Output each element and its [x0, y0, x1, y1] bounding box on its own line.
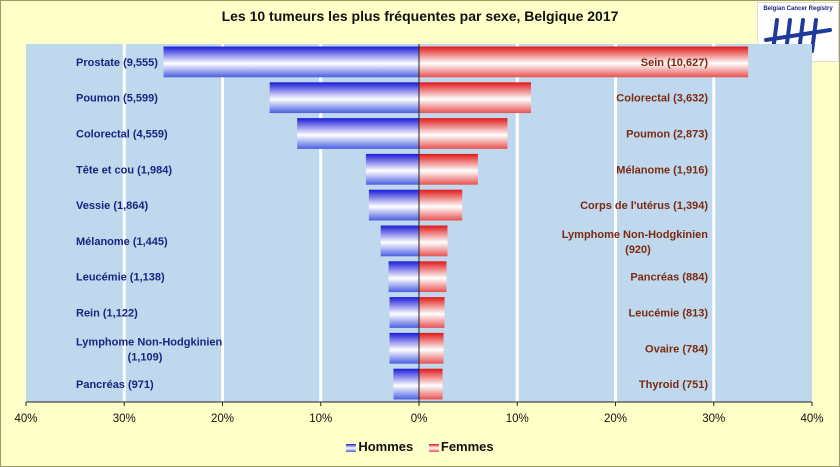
- bar-hommes: [380, 225, 419, 257]
- bar-femmes: [419, 46, 749, 78]
- bar-hommes: [163, 46, 419, 78]
- x-tick-label: 10%: [309, 413, 332, 425]
- label-femmes: Thyroid (751): [639, 379, 708, 391]
- logo-text: Belgian Cancer Registry: [763, 6, 833, 12]
- legend-label-femmes: Femmes: [440, 439, 494, 454]
- label-femmes: Leucémie (813): [629, 308, 709, 320]
- legend-swatch-femmes: [428, 443, 439, 452]
- label-femmes: Poumon (2,873): [626, 129, 708, 141]
- label-femmes: Pancréas (884): [630, 272, 708, 284]
- legend: Hommes Femmes: [0, 439, 840, 454]
- legend-item-femmes: Femmes: [428, 439, 494, 454]
- label-femmes: Colorectal (3,632): [616, 93, 708, 105]
- bar-femmes: [419, 368, 443, 400]
- x-tick-label: 20%: [211, 413, 234, 425]
- bar-hommes: [368, 189, 419, 221]
- label-femmes: Lymphome Non-Hodgkinien: [562, 229, 709, 241]
- legend-swatch-hommes: [346, 443, 357, 452]
- bar-hommes: [393, 368, 419, 400]
- x-tick-label: 30%: [702, 413, 725, 425]
- label-hommes: Rein (1,122): [76, 308, 138, 320]
- bar-femmes: [419, 153, 478, 185]
- bar-hommes: [269, 82, 419, 114]
- label-hommes: Prostate (9,555): [76, 57, 158, 69]
- label-femmes: Ovaire (784): [645, 343, 708, 355]
- x-tick-label: 40%: [14, 413, 37, 425]
- bar-hommes: [388, 261, 419, 293]
- bar-femmes: [419, 189, 463, 221]
- x-tick-label: 30%: [113, 413, 136, 425]
- label-femmes-line2: (920): [625, 244, 651, 256]
- label-femmes: Corps de l'utérus (1,394): [580, 200, 708, 212]
- label-femmes: Mélanome (1,916): [616, 164, 708, 176]
- bar-femmes: [419, 118, 508, 149]
- label-hommes-line2: (1,109): [128, 351, 163, 363]
- x-tick-label: 10%: [506, 413, 529, 425]
- label-hommes: Mélanome (1,445): [76, 236, 168, 248]
- x-tick-label: 20%: [604, 413, 627, 425]
- legend-item-hommes: Hommes: [346, 439, 413, 454]
- bar-femmes: [419, 261, 447, 293]
- label-hommes: Poumon (5,599): [76, 93, 158, 105]
- bar-femmes: [419, 297, 445, 328]
- bar-femmes: [419, 225, 448, 257]
- bar-hommes: [297, 118, 419, 149]
- label-femmes: Sein (10,627): [641, 57, 709, 69]
- x-tick-label: 0%: [411, 413, 428, 425]
- bar-hommes: [389, 297, 419, 328]
- label-hommes: Colorectal (4,559): [76, 129, 168, 141]
- label-hommes: Pancréas (971): [76, 379, 154, 391]
- label-hommes: Vessie (1,864): [76, 200, 149, 212]
- label-hommes: Lymphome Non-Hodgkinien: [76, 336, 223, 348]
- bar-femmes: [419, 82, 532, 114]
- chart-title: Les 10 tumeurs les plus fréquentes par s…: [221, 8, 619, 24]
- label-hommes: Tête et cou (1,984): [76, 164, 172, 176]
- label-hommes: Leucémie (1,138): [76, 272, 165, 284]
- legend-label-hommes: Hommes: [358, 439, 414, 454]
- bar-hommes: [389, 332, 419, 364]
- x-tick-label: 40%: [800, 413, 823, 425]
- bar-hommes: [365, 153, 419, 185]
- bar-femmes: [419, 332, 444, 364]
